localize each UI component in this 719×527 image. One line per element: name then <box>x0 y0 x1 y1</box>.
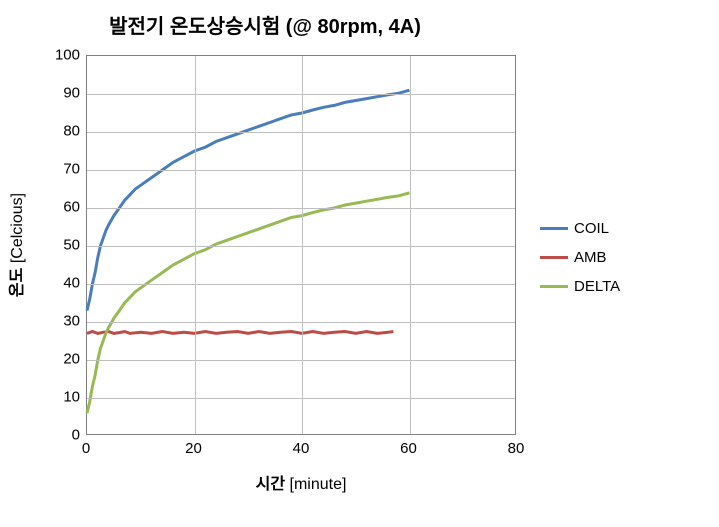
ytick-label: 40 <box>50 275 80 292</box>
gridline-h <box>87 360 515 361</box>
legend-item-delta: DELTA <box>540 278 620 295</box>
gridline-v <box>302 56 303 434</box>
gridline-v <box>195 56 196 434</box>
gridline-h <box>87 322 515 323</box>
ytick-label: 70 <box>50 161 80 178</box>
ytick-label: 100 <box>50 47 80 64</box>
x-axis-label: 시간 [minute] <box>256 470 347 494</box>
ytick-label: 50 <box>50 237 80 254</box>
chart-title: 발전기 온도상승시험 (@ 80rpm, 4A) <box>0 10 530 39</box>
gridline-h <box>87 398 515 399</box>
xtick-label: 40 <box>293 440 310 457</box>
ytick-label: 10 <box>50 389 80 406</box>
y-axis-label: 온도 [Celcious] <box>3 193 27 297</box>
ytick-label: 30 <box>50 313 80 330</box>
legend-label: COIL <box>574 220 609 237</box>
xtick-label: 20 <box>185 440 202 457</box>
ytick-label: 0 <box>50 427 80 444</box>
legend-swatch <box>540 256 568 259</box>
gridline-h <box>87 94 515 95</box>
xtick-label: 80 <box>508 440 525 457</box>
gridline-h <box>87 132 515 133</box>
legend-item-coil: COIL <box>540 220 620 237</box>
gridline-v <box>410 56 411 434</box>
ytick-label: 20 <box>50 351 80 368</box>
chart-container: 발전기 온도상승시험 (@ 80rpm, 4A) 온도 [Celcious] 시… <box>0 0 719 527</box>
legend-swatch <box>540 285 568 288</box>
gridline-h <box>87 208 515 209</box>
legend-label: AMB <box>574 249 607 266</box>
series-delta <box>87 193 410 413</box>
series-coil <box>87 90 410 310</box>
ytick-label: 80 <box>50 123 80 140</box>
gridline-h <box>87 246 515 247</box>
ytick-label: 90 <box>50 85 80 102</box>
legend-swatch <box>540 227 568 230</box>
gridline-h <box>87 170 515 171</box>
legend-label: DELTA <box>574 278 620 295</box>
series-amb <box>87 332 393 334</box>
xtick-label: 0 <box>82 440 90 457</box>
legend: COIL AMB DELTA <box>540 220 620 307</box>
ytick-label: 60 <box>50 199 80 216</box>
plot-area <box>86 55 516 435</box>
legend-item-amb: AMB <box>540 249 620 266</box>
xtick-label: 60 <box>400 440 417 457</box>
gridline-h <box>87 284 515 285</box>
